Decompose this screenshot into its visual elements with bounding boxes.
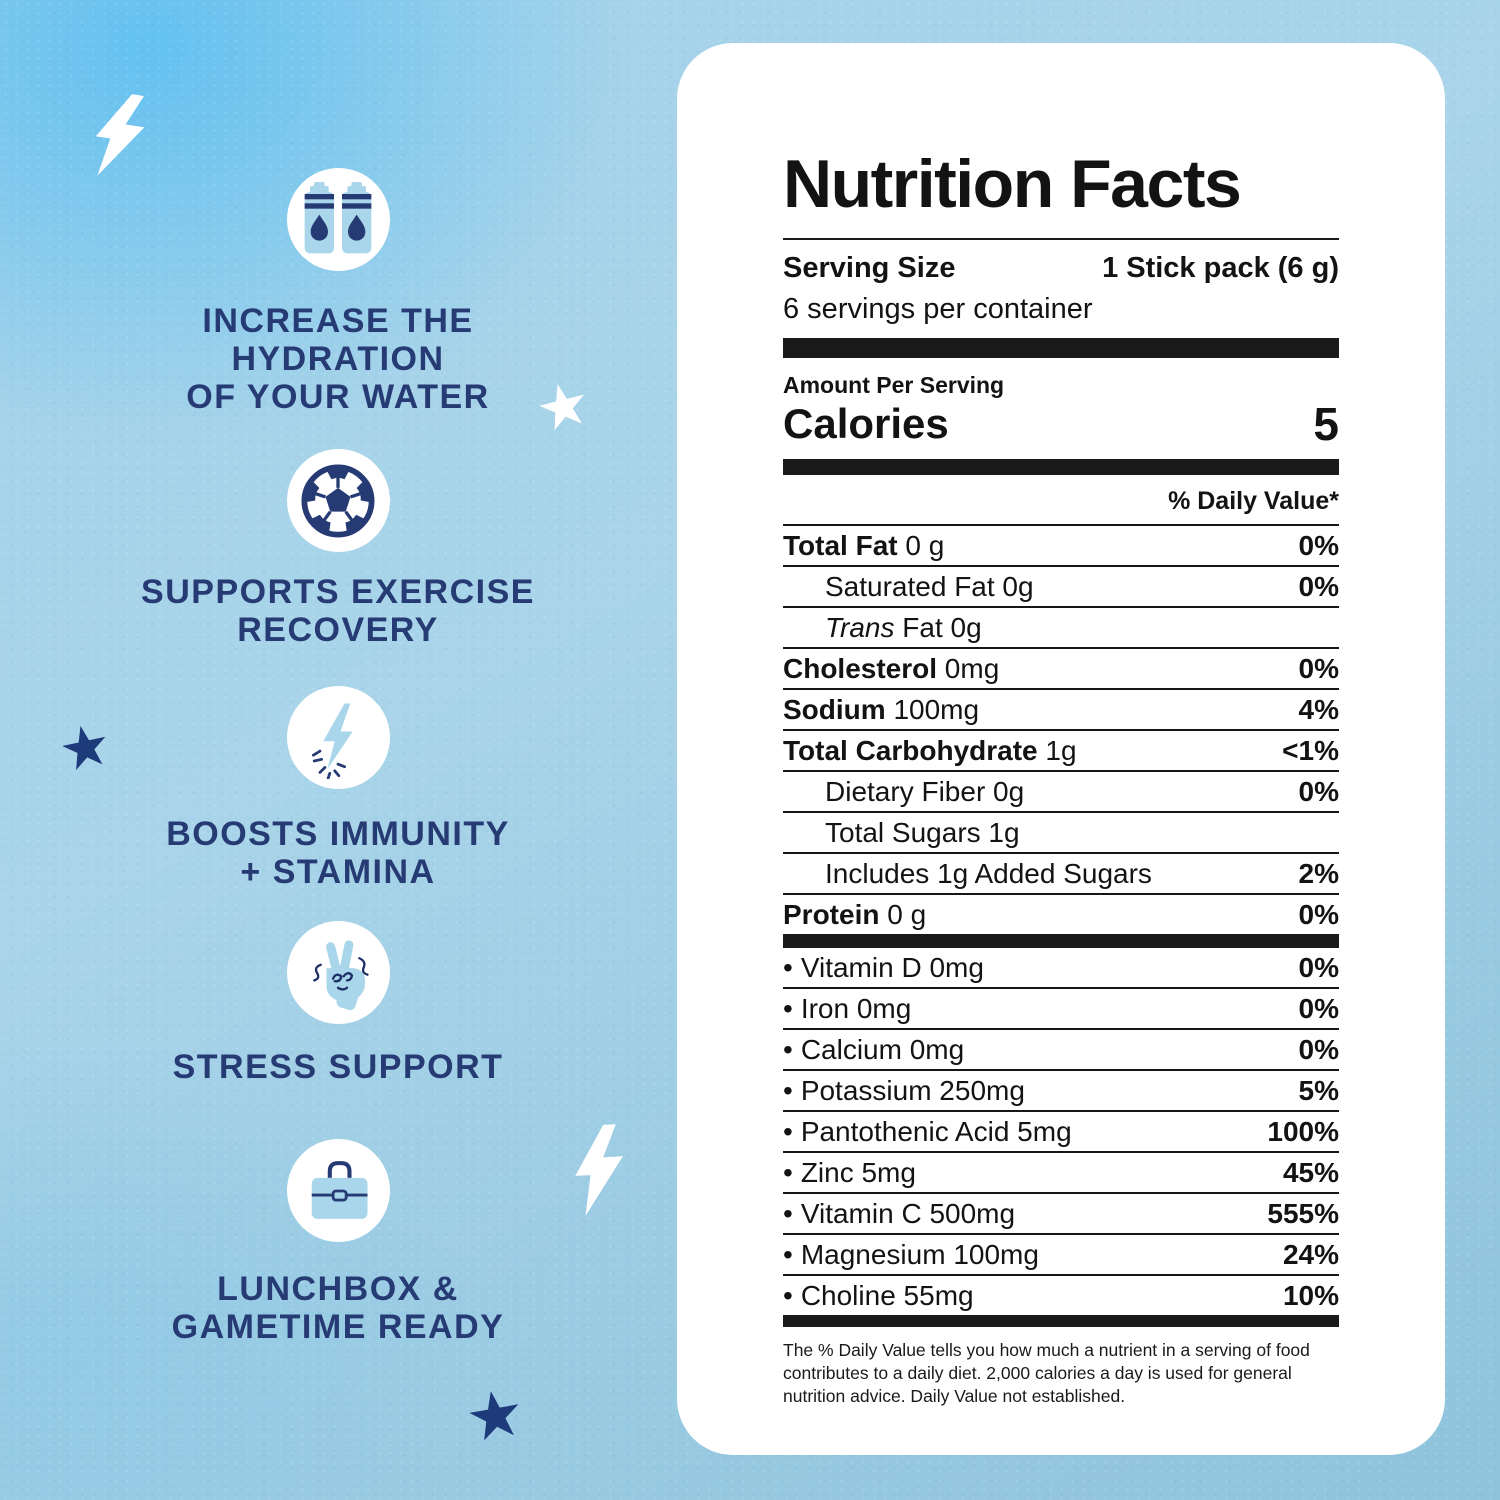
benefit-hydration-label: INCREASE THE HYDRATION OF YOUR WATER [186, 302, 490, 416]
bullet: • [783, 993, 793, 1024]
daily-value-percent: 45% [1282, 1157, 1339, 1188]
benefit-stress-support-label: STRESS SUPPORT [172, 1048, 504, 1086]
daily-value-percent: 555% [1267, 1198, 1339, 1229]
daily-value-percent: 0% [1298, 776, 1339, 807]
nutrition-facts-title: Nutrition Facts [783, 146, 1242, 222]
nutrient-row: • Magnesium 100mg 24% [783, 1233, 1339, 1274]
peace-hand-icon [313, 939, 369, 1010]
main-rows: Total Fat 0 g 0% Saturated Fat 0g 0% Trans F… [783, 524, 1339, 934]
bullet: • [783, 1034, 793, 1065]
bullet: • [783, 952, 793, 983]
star-decoration-icon [469, 1391, 519, 1441]
nutrient-row: • Vitamin D 0mg 0% [783, 952, 1339, 983]
nutrient-row: Trans Fat 0g [783, 606, 1339, 647]
servings-per-container: 6 servings per container [783, 293, 1093, 325]
micronutrient-rows: • Vitamin D 0mg 0% • Iron 0mg 0% • Calcium 0mg 0… [783, 948, 1339, 1315]
thick-bar [783, 459, 1339, 475]
nutrition-facts-panel: Nutrition Facts Serving Size 1 Stick pac… [677, 43, 1445, 1455]
nutrient-row: Protein 0 g 0% [783, 893, 1339, 934]
thick-bar [783, 1315, 1339, 1327]
icon-circle [286, 1139, 390, 1242]
nutrient-row: • Potassium 250mg 5% [783, 1069, 1339, 1110]
serving-size-row: Serving Size 1 Stick pack (6 g) [783, 240, 1339, 289]
lunchbox-icon [311, 1160, 368, 1219]
benefit-exercise-recovery [108, 449, 568, 552]
nutrient-row: Dietary Fiber 0g 0% [783, 770, 1339, 811]
bullet: • [783, 1075, 793, 1106]
daily-value-percent: 24% [1282, 1239, 1339, 1270]
benefit-lunchbox-label: LUNCHBOX & GAMETIME READY [171, 1270, 505, 1346]
daily-value-percent: 0% [1298, 993, 1339, 1024]
nutrient-row: • Zinc 5mg 45% [783, 1151, 1339, 1192]
nutrition-facts-label: Nutrition Facts Serving Size 1 Stick pac… [677, 43, 1445, 1408]
nutrient-row: • Calcium 0mg 0% [783, 1028, 1339, 1069]
calories-row: Calories 5 [783, 399, 1339, 459]
daily-value-percent: 0% [1298, 899, 1339, 930]
icon-circle [286, 686, 390, 789]
daily-value-percent: 0% [1298, 530, 1339, 561]
lightning-bolt-icon [312, 703, 353, 779]
benefit-lunchbox [108, 1139, 568, 1242]
nutrient-row: Sodium 100mg 4% [783, 688, 1339, 729]
daily-value-footnote: The % Daily Value tells you how much a n… [783, 1340, 1310, 1407]
soccer-ball-icon [301, 464, 375, 537]
nutrient-row: • Choline 55mg 10% [783, 1274, 1339, 1315]
daily-value-percent: 4% [1298, 694, 1339, 725]
benefit-immunity-stamina-label: BOOSTS IMMUNITY + STAMINA [166, 815, 510, 891]
star-decoration-icon [62, 725, 106, 770]
daily-value-header: % Daily Value* [1168, 487, 1339, 515]
amount-per-serving: Amount Per Serving [783, 372, 1005, 398]
benefit-immunity-stamina [108, 686, 568, 789]
calories-value: 5 [1313, 398, 1339, 450]
daily-value-percent: 0% [1298, 1034, 1339, 1065]
bullet: • [783, 1116, 793, 1147]
daily-value-percent: 0% [1298, 571, 1339, 602]
serving-size-value: 1 Stick pack (6 g) [1102, 252, 1339, 284]
benefit-stress-support [108, 921, 568, 1024]
lightning-decoration-icon [575, 1124, 623, 1216]
nutrient-row: Includes 1g Added Sugars 2% [783, 852, 1339, 893]
nutrient-row: Total Carbohydrate 1g <1% [783, 729, 1339, 770]
nutrient-row: • Iron 0mg 0% [783, 987, 1339, 1028]
daily-value-percent: 5% [1298, 1075, 1339, 1106]
thick-bar [783, 934, 1339, 948]
daily-value-percent: 0% [1298, 952, 1339, 983]
icon-circle [286, 449, 390, 552]
bullet: • [783, 1239, 793, 1270]
serving-size-label: Serving Size [783, 252, 956, 284]
nutrient-row: Total Sugars 1g [783, 811, 1339, 852]
bullet: • [783, 1198, 793, 1229]
lightning-decoration-icon [95, 94, 145, 176]
nutrient-row: Total Fat 0 g 0% [783, 524, 1339, 565]
daily-value-percent: 10% [1282, 1280, 1339, 1311]
bullet: • [783, 1157, 793, 1188]
thick-bar [783, 338, 1339, 358]
daily-value-percent: <1% [1282, 735, 1339, 766]
divider [783, 238, 1339, 240]
daily-value-percent: 2% [1298, 858, 1339, 889]
icon-circle [286, 921, 390, 1024]
calories-label: Calories [783, 400, 949, 447]
nutrient-row: • Vitamin C 500mg 555% [783, 1192, 1339, 1233]
daily-value-percent: 0% [1298, 653, 1339, 684]
icon-circle [286, 168, 390, 271]
bullet: • [783, 1280, 793, 1311]
benefit-exercise-recovery-label: SUPPORTS EXERCISE RECOVERY [141, 573, 535, 649]
daily-value-percent: 100% [1267, 1116, 1339, 1147]
nutrient-row: Cholesterol 0mg 0% [783, 647, 1339, 688]
nutrient-row: • Pantothenic Acid 5mg 100% [783, 1110, 1339, 1151]
benefit-hydration [108, 168, 568, 271]
star-decoration-icon [539, 384, 584, 431]
water-bottles-icon [304, 181, 372, 253]
nutrient-row: Saturated Fat 0g 0% [783, 565, 1339, 606]
